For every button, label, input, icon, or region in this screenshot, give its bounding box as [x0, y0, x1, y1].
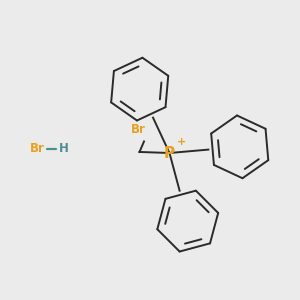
Text: Br: Br [130, 123, 146, 136]
Text: Br: Br [30, 142, 45, 155]
Text: P: P [164, 146, 175, 160]
Text: +: + [177, 136, 186, 147]
Text: H: H [58, 142, 68, 155]
